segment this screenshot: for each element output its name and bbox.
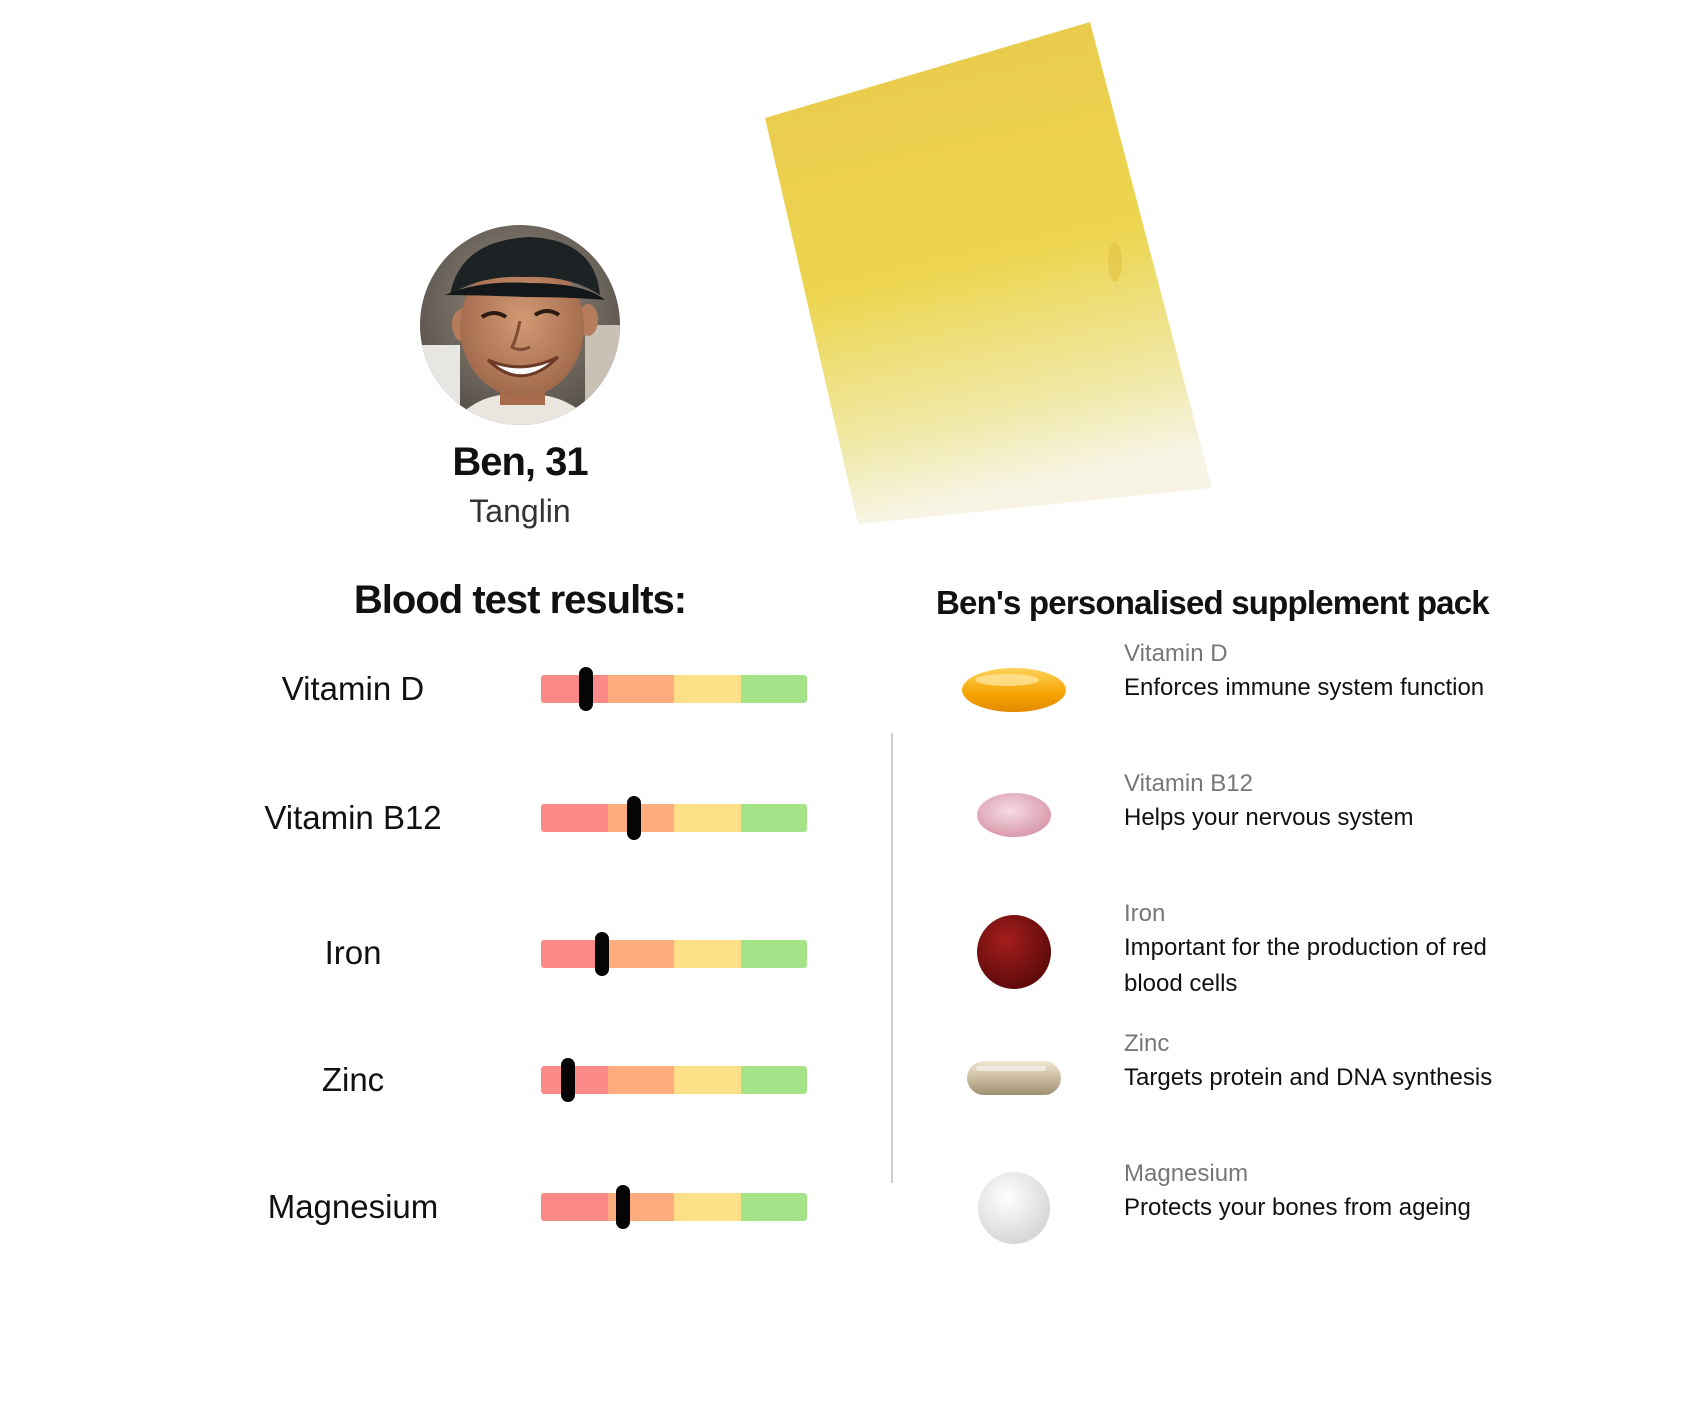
result-label: Vitamin D: [281, 670, 425, 707]
beige-capsule-icon: [964, 1056, 1064, 1105]
level-bar-segment: [607, 1066, 674, 1094]
level-bar-segment: [541, 1193, 608, 1221]
level-bar-segment: [674, 675, 741, 703]
supplement-description: Important for the production of red bloo…: [1124, 934, 1487, 997]
supplement-packet-image: [740, 10, 1240, 550]
level-marker: [579, 667, 594, 711]
person-location: Tanglin: [469, 493, 571, 529]
supplement-description: Enforces immune system function: [1124, 674, 1485, 701]
level-bar-segment: [541, 675, 608, 703]
level-bar-segment: [674, 804, 741, 832]
supplement-name: Zinc: [1124, 1030, 1170, 1057]
section-divider: [891, 733, 893, 1183]
level-bar-segment: [674, 940, 741, 968]
result-label: Vitamin B12: [264, 799, 442, 836]
level-marker: [595, 932, 610, 976]
supplement-pack-title: Ben's personalised supplement pack: [936, 584, 1490, 621]
pink-tablet-icon: [974, 790, 1054, 845]
person-photo: [420, 225, 620, 425]
supplement-description: Protects your bones from ageing: [1124, 1194, 1471, 1221]
level-marker: [627, 796, 642, 840]
level-bar: [541, 796, 807, 840]
level-bar-segment: [607, 940, 674, 968]
level-bar-segment: [740, 1193, 807, 1221]
level-bar: [541, 1058, 807, 1102]
level-bar-segment: [674, 1066, 741, 1094]
red-round-pill-icon: [974, 912, 1054, 997]
supplement-name: Magnesium: [1124, 1160, 1249, 1187]
supplement-name: Vitamin D: [1124, 640, 1228, 667]
level-bar-segment: [740, 940, 807, 968]
level-marker: [616, 1185, 631, 1229]
level-bar-segment: [541, 804, 608, 832]
person-name: Ben, 31: [452, 440, 588, 484]
level-bar: [541, 1185, 807, 1229]
supplement-name: Vitamin B12: [1124, 770, 1253, 797]
level-bar: [541, 667, 807, 711]
blood-test-title: Blood test results:: [353, 578, 687, 622]
supplement-description: Helps your nervous system: [1124, 804, 1414, 831]
level-bar-segment: [740, 675, 807, 703]
supplement-description: Targets protein and DNA synthesis: [1124, 1064, 1493, 1091]
avatar: [420, 225, 620, 425]
result-label: Iron: [324, 934, 382, 971]
supplement-name: Iron: [1124, 900, 1166, 927]
result-label: Zinc: [321, 1061, 385, 1098]
result-label: Magnesium: [267, 1188, 439, 1225]
level-bar-segment: [740, 1066, 807, 1094]
level-bar: [541, 932, 807, 976]
level-bar-segment: [674, 1193, 741, 1221]
level-bar-segment: [740, 804, 807, 832]
level-bar-segment: [607, 675, 674, 703]
white-round-pill-icon: [974, 1168, 1054, 1253]
level-marker: [560, 1058, 575, 1102]
softgel-capsule-icon: [959, 660, 1069, 725]
